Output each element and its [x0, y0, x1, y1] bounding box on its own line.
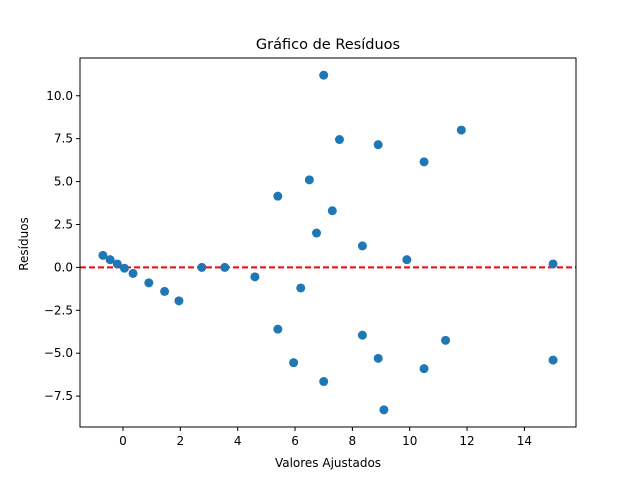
x-tick-label-0: 0: [119, 434, 127, 448]
data-point-1: [105, 255, 115, 265]
data-point-9: [220, 262, 230, 272]
data-point-19: [327, 206, 337, 216]
y-tick-label-1: −5.0: [44, 346, 73, 360]
data-point-25: [379, 405, 389, 415]
data-point-14: [296, 283, 306, 293]
x-tick-label-4: 8: [349, 434, 357, 448]
data-point-4: [128, 268, 138, 278]
data-point-31: [548, 259, 558, 269]
data-point-18: [319, 377, 329, 387]
x-tick-label-1: 2: [177, 434, 185, 448]
data-point-28: [419, 364, 429, 374]
data-point-22: [357, 330, 367, 340]
data-point-13: [289, 358, 299, 368]
y-tick-label-0: −7.5: [44, 389, 73, 403]
data-point-3: [119, 263, 129, 273]
data-point-15: [304, 175, 314, 185]
data-point-0: [98, 250, 108, 260]
y-axis-label: Resíduos: [17, 217, 31, 271]
x-tick-label-3: 6: [291, 434, 299, 448]
plot-frame: [79, 57, 577, 428]
data-point-8: [197, 262, 207, 272]
x-tick-label-7: 14: [517, 434, 532, 448]
y-tick-label-2: −2.5: [44, 303, 73, 317]
data-point-24: [373, 353, 383, 363]
data-point-5: [144, 278, 154, 288]
data-point-7: [174, 296, 184, 306]
x-axis-label: Valores Ajustados: [275, 456, 381, 470]
data-point-30: [456, 125, 466, 135]
data-point-2: [112, 259, 122, 269]
data-point-6: [160, 286, 170, 296]
y-tick-label-6: 7.5: [54, 132, 73, 146]
data-point-20: [334, 135, 344, 145]
chart-title: Gráfico de Resíduos: [256, 37, 400, 53]
plot-area: 0 2 4 6 8 10 12 14 −7.5 −5.0 −2.5 0.0 2.5 5.0 7.5 10.0: [44, 57, 577, 448]
data-point-29: [441, 335, 451, 345]
data-point-32: [548, 355, 558, 365]
x-tick-label-6: 12: [459, 434, 474, 448]
y-tick-label-3: 0.0: [54, 260, 73, 274]
data-point-10: [250, 272, 260, 282]
y-tick-label-5: 5.0: [54, 175, 73, 189]
data-point-21: [357, 241, 367, 251]
data-point-17: [319, 70, 329, 80]
data-point-26: [402, 255, 412, 265]
data-point-16: [312, 228, 322, 238]
y-tick-label-4: 2.5: [54, 217, 73, 231]
y-tick-label-7: 10.0: [46, 89, 73, 103]
data-point-12: [273, 324, 283, 334]
x-tick-label-2: 4: [234, 434, 242, 448]
data-point-27: [419, 157, 429, 167]
data-point-23: [373, 140, 383, 150]
data-point-11: [273, 191, 283, 201]
x-tick-label-5: 10: [402, 434, 417, 448]
